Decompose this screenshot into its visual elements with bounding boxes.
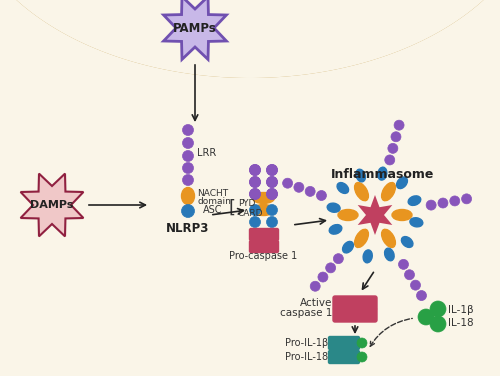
Circle shape xyxy=(404,270,414,280)
Ellipse shape xyxy=(382,182,396,201)
Text: LRR: LRR xyxy=(197,148,216,158)
Circle shape xyxy=(388,143,398,153)
Circle shape xyxy=(182,205,194,217)
Circle shape xyxy=(305,186,315,196)
FancyBboxPatch shape xyxy=(328,350,360,364)
Text: PAMPs: PAMPs xyxy=(173,21,217,35)
Ellipse shape xyxy=(408,196,421,205)
Polygon shape xyxy=(0,0,500,122)
Circle shape xyxy=(250,205,260,215)
Ellipse shape xyxy=(329,224,342,234)
Ellipse shape xyxy=(252,205,274,215)
Text: Pro-IL-18: Pro-IL-18 xyxy=(285,352,328,362)
Circle shape xyxy=(394,120,404,130)
Circle shape xyxy=(357,338,367,348)
Polygon shape xyxy=(164,0,226,59)
Ellipse shape xyxy=(252,193,274,203)
Text: CARD: CARD xyxy=(238,209,264,218)
Ellipse shape xyxy=(384,248,394,261)
Ellipse shape xyxy=(354,182,368,201)
Circle shape xyxy=(418,309,434,325)
Circle shape xyxy=(250,188,260,200)
Circle shape xyxy=(430,316,446,332)
Ellipse shape xyxy=(338,209,358,220)
Circle shape xyxy=(250,217,260,227)
Circle shape xyxy=(282,178,292,188)
Text: domain: domain xyxy=(197,197,231,206)
Text: ASC: ASC xyxy=(202,205,222,215)
Text: Inflammasome: Inflammasome xyxy=(332,168,434,182)
Ellipse shape xyxy=(337,183,348,193)
Circle shape xyxy=(182,150,194,162)
Ellipse shape xyxy=(327,203,340,212)
FancyBboxPatch shape xyxy=(333,296,377,310)
Circle shape xyxy=(250,176,260,188)
FancyBboxPatch shape xyxy=(328,337,360,350)
Polygon shape xyxy=(20,174,84,237)
Circle shape xyxy=(438,198,448,208)
Text: IL-1β: IL-1β xyxy=(448,305,473,315)
Circle shape xyxy=(266,165,278,176)
Text: NACHT: NACHT xyxy=(197,188,228,197)
Circle shape xyxy=(391,132,401,142)
Circle shape xyxy=(266,205,278,215)
Circle shape xyxy=(182,138,194,149)
Ellipse shape xyxy=(396,177,407,189)
Text: [: [ xyxy=(228,199,235,217)
Text: DAMPs: DAMPs xyxy=(30,200,74,210)
Text: PYD: PYD xyxy=(238,200,256,209)
Ellipse shape xyxy=(354,229,368,247)
Ellipse shape xyxy=(356,169,366,182)
Circle shape xyxy=(266,188,278,200)
Circle shape xyxy=(316,191,326,200)
Circle shape xyxy=(318,272,328,282)
Circle shape xyxy=(250,176,260,188)
Text: caspase 1: caspase 1 xyxy=(280,308,332,318)
Circle shape xyxy=(450,196,460,206)
FancyBboxPatch shape xyxy=(250,241,278,253)
Ellipse shape xyxy=(363,250,372,263)
Circle shape xyxy=(385,155,395,165)
FancyBboxPatch shape xyxy=(333,308,377,322)
Ellipse shape xyxy=(392,209,412,220)
Circle shape xyxy=(182,174,194,185)
Text: IL-18: IL-18 xyxy=(448,318,473,328)
Circle shape xyxy=(398,259,408,269)
Text: Pro-caspase 1: Pro-caspase 1 xyxy=(230,251,298,261)
Circle shape xyxy=(182,162,194,173)
Ellipse shape xyxy=(378,167,387,180)
FancyBboxPatch shape xyxy=(250,229,278,241)
Circle shape xyxy=(294,182,304,192)
Text: NLRP3: NLRP3 xyxy=(166,221,210,235)
Ellipse shape xyxy=(182,188,194,205)
Circle shape xyxy=(266,165,278,176)
Ellipse shape xyxy=(410,218,423,227)
Circle shape xyxy=(266,176,278,188)
Circle shape xyxy=(462,194,471,204)
Circle shape xyxy=(416,291,426,300)
Circle shape xyxy=(250,165,260,176)
Ellipse shape xyxy=(382,229,396,247)
Circle shape xyxy=(410,280,420,290)
Circle shape xyxy=(310,281,320,291)
Ellipse shape xyxy=(402,237,413,247)
Circle shape xyxy=(426,200,436,210)
Circle shape xyxy=(357,352,367,362)
Circle shape xyxy=(250,165,260,176)
Circle shape xyxy=(334,254,344,264)
Circle shape xyxy=(250,188,260,200)
Text: Active: Active xyxy=(300,298,332,308)
Circle shape xyxy=(430,301,446,317)
Circle shape xyxy=(266,217,278,227)
Polygon shape xyxy=(358,195,392,235)
Circle shape xyxy=(326,263,336,273)
Ellipse shape xyxy=(342,241,353,253)
Circle shape xyxy=(266,176,278,188)
Circle shape xyxy=(182,124,194,135)
Circle shape xyxy=(266,188,278,200)
Text: Pro-IL-1β: Pro-IL-1β xyxy=(285,338,328,348)
